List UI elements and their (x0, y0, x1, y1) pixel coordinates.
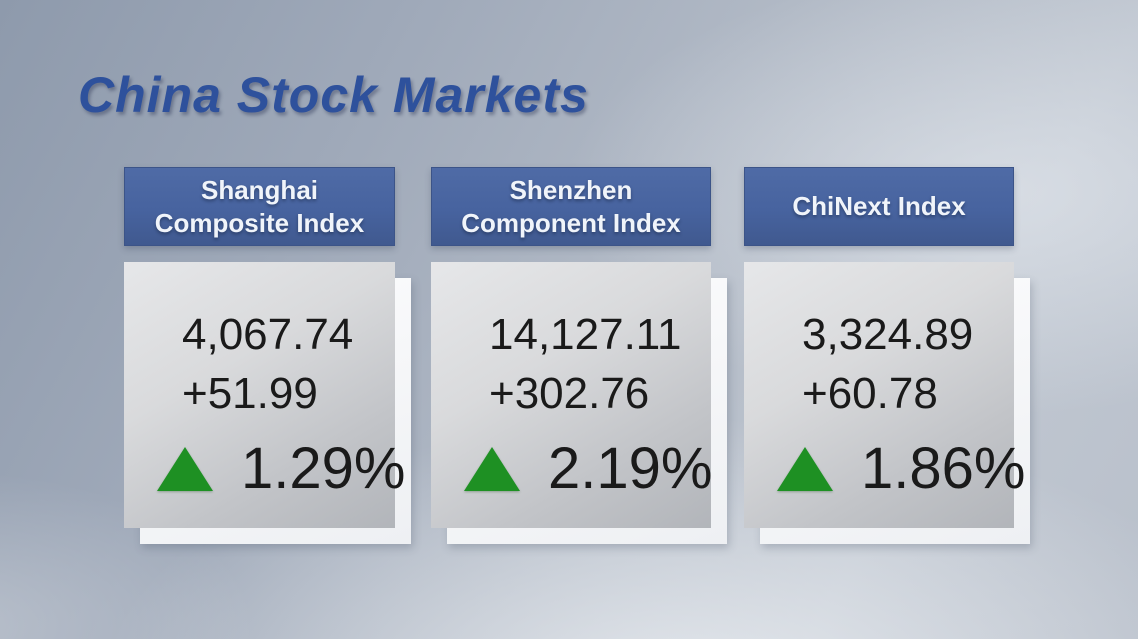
index-value: 14,127.11 (489, 310, 682, 359)
index-column-chinext: ChiNext Index 3,324.89 +60.78 1.86% (744, 167, 1030, 544)
index-column-shenzhen: Shenzhen Component Index 14,127.11 +302.… (431, 167, 727, 544)
index-change: +51.99 (182, 369, 318, 419)
index-name-line: Shanghai (200, 175, 318, 205)
index-percent: 2.19% (548, 436, 713, 501)
index-percent: 1.29% (241, 436, 406, 501)
index-value: 3,324.89 (802, 310, 974, 359)
index-change: +302.76 (489, 369, 650, 419)
index-card-shenzhen: 14,127.11 +302.76 2.19% (431, 262, 712, 528)
up-arrow-icon (157, 447, 213, 491)
index-value: 4,067.74 (182, 310, 354, 359)
percent-row: 1.29% (124, 440, 405, 498)
index-name-line: Component Index (461, 207, 681, 238)
index-change: +60.78 (802, 369, 938, 419)
page-title: China Stock Markets (78, 67, 589, 123)
percent-row: 2.19% (431, 440, 712, 498)
index-header-shenzhen: Shenzhen Component Index (431, 167, 711, 246)
index-card-shanghai: 4,067.74 +51.99 1.29% (124, 262, 405, 528)
index-percent: 1.86% (861, 436, 1026, 501)
index-name-line: Shenzhen (509, 175, 633, 205)
index-header-shanghai: Shanghai Composite Index (124, 167, 395, 246)
up-arrow-icon (777, 447, 833, 491)
up-arrow-icon (464, 447, 520, 491)
percent-row: 1.86% (744, 440, 1025, 498)
index-header-chinext: ChiNext Index (744, 167, 1014, 246)
index-column-shanghai: Shanghai Composite Index 4,067.74 +51.99… (124, 167, 411, 544)
index-name-line: Composite Index (154, 207, 365, 238)
index-name-line: ChiNext Index (792, 191, 966, 222)
index-card-chinext: 3,324.89 +60.78 1.86% (744, 262, 1025, 528)
